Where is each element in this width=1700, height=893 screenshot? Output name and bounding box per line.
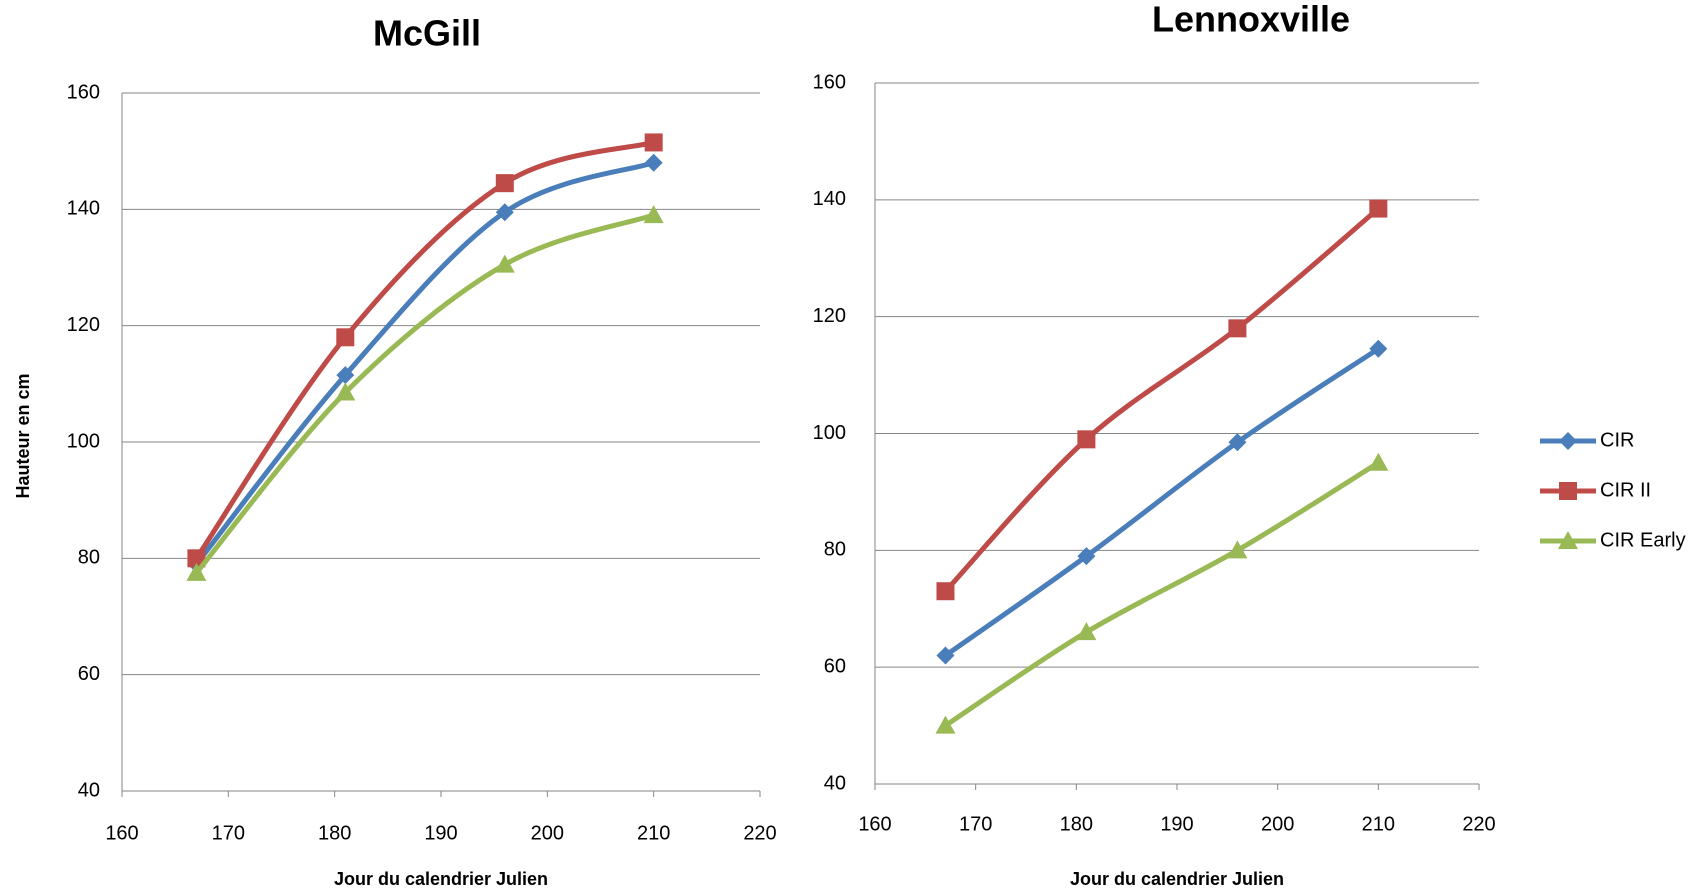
legend-marker <box>1559 432 1577 450</box>
marker <box>1369 199 1388 218</box>
x-tick-label: 170 <box>959 813 992 835</box>
y-axis-title: Hauteur en cm <box>13 373 33 498</box>
y-tick-label: 100 <box>67 430 100 452</box>
marker <box>495 203 514 222</box>
marker <box>936 646 955 665</box>
x-tick-label: 180 <box>318 822 351 844</box>
y-tick-label: 140 <box>67 198 100 220</box>
series-line <box>944 346 1380 658</box>
legend-label: CIR II <box>1600 479 1651 501</box>
x-tick-label: 220 <box>1462 813 1495 835</box>
marker <box>336 328 355 347</box>
marker <box>1368 452 1389 471</box>
x-tick-label: 190 <box>1160 813 1193 835</box>
marker <box>643 205 664 224</box>
marker <box>495 174 514 193</box>
chart-title: Lennoxville <box>1152 0 1350 40</box>
y-tick-label: 160 <box>67 81 100 103</box>
series-line <box>194 140 655 560</box>
x-tick-label: 190 <box>424 822 457 844</box>
legend-marker <box>1558 531 1578 549</box>
marker <box>644 133 663 152</box>
y-tick-label: 120 <box>813 305 846 327</box>
y-tick-label: 40 <box>78 779 100 801</box>
x-tick-label: 180 <box>1060 813 1093 835</box>
legend-label: CIR Early <box>1600 529 1686 551</box>
marker <box>1077 430 1096 449</box>
legend-label: CIR <box>1600 429 1634 451</box>
x-axis-title: Jour du calendrier Julien <box>1070 869 1284 889</box>
marker <box>1076 622 1097 641</box>
x-tick-label: 220 <box>743 822 776 844</box>
series-line <box>943 206 1380 593</box>
marker <box>1228 319 1247 338</box>
marker <box>336 366 355 385</box>
y-tick-label: 80 <box>824 539 846 561</box>
marker <box>335 382 356 401</box>
y-tick-label: 60 <box>78 663 100 685</box>
x-tick-label: 200 <box>1261 813 1294 835</box>
y-tick-label: 40 <box>824 772 846 794</box>
marker <box>644 153 663 172</box>
marker <box>1077 547 1096 566</box>
x-axis-title: Jour du calendrier Julien <box>334 869 548 889</box>
marker <box>1369 339 1388 358</box>
marker <box>186 562 207 581</box>
y-tick-label: 120 <box>67 314 100 336</box>
marker <box>1228 433 1247 452</box>
y-tick-label: 100 <box>813 422 846 444</box>
x-tick-label: 210 <box>637 822 670 844</box>
x-tick-label: 210 <box>1362 813 1395 835</box>
legend-marker <box>1559 482 1577 500</box>
chart-title: McGill <box>373 13 481 54</box>
y-tick-label: 80 <box>78 547 100 569</box>
y-tick-label: 160 <box>813 71 846 93</box>
x-tick-label: 160 <box>105 822 138 844</box>
marker <box>1227 540 1248 559</box>
series-line <box>194 212 655 575</box>
y-tick-label: 140 <box>813 188 846 210</box>
x-tick-label: 170 <box>212 822 245 844</box>
marker <box>494 254 515 273</box>
series-line <box>944 460 1380 728</box>
marker <box>936 582 955 601</box>
y-tick-label: 60 <box>824 655 846 677</box>
x-tick-label: 160 <box>858 813 891 835</box>
series-line <box>194 160 655 566</box>
x-tick-label: 200 <box>531 822 564 844</box>
marker <box>187 549 206 568</box>
marker <box>935 715 956 734</box>
